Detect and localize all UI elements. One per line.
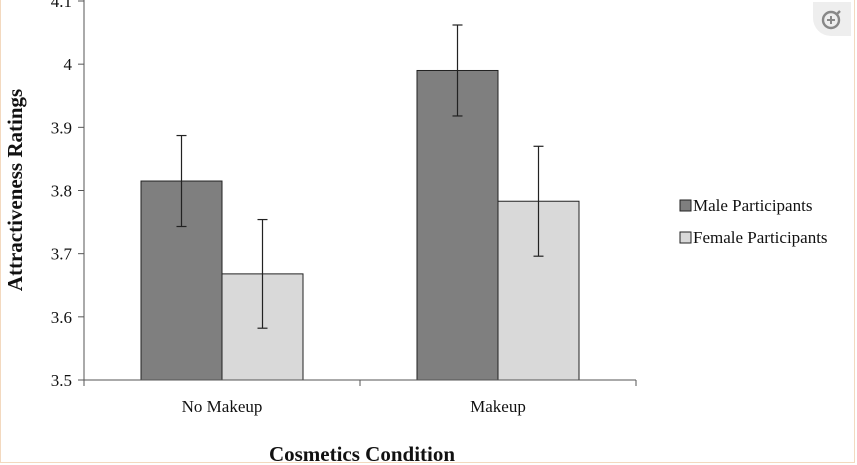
bar-male bbox=[416, 69, 499, 381]
y-tick-label: 3.5 bbox=[51, 371, 72, 390]
y-tick-label: 3.9 bbox=[51, 118, 72, 137]
y-tick-label: 4.1 bbox=[51, 0, 72, 11]
bars bbox=[140, 69, 580, 381]
y-tick-label: 3.8 bbox=[51, 182, 72, 201]
x-axis-title: Cosmetics Condition bbox=[269, 442, 455, 465]
y-tick-label: 4 bbox=[64, 55, 73, 74]
y-axis-title: Attractiveness Ratings bbox=[3, 89, 27, 291]
y-tick-label: 3.6 bbox=[51, 308, 72, 327]
category-label: No Makeup bbox=[182, 397, 263, 416]
error-bars bbox=[176, 24, 544, 329]
legend-label: Male Participants bbox=[693, 196, 812, 215]
legend-swatch bbox=[679, 231, 692, 244]
y-axis-ticks: 3.5 3.6 3.7 3.8 3.9 4 4.1 bbox=[51, 0, 84, 390]
zoom-in-icon bbox=[821, 10, 841, 30]
zoom-button[interactable] bbox=[813, 2, 851, 36]
legend-label: Female Participants bbox=[693, 228, 828, 247]
category-labels: No Makeup Makeup bbox=[83, 380, 637, 416]
category-label: Makeup bbox=[470, 397, 526, 416]
legend: Male Participants Female Participants bbox=[679, 196, 828, 247]
y-tick-label: 3.7 bbox=[51, 245, 73, 264]
legend-swatch bbox=[679, 199, 692, 212]
